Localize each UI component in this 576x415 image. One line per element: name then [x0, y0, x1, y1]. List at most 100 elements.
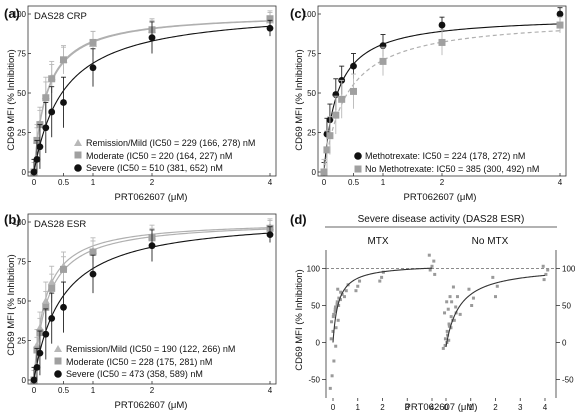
panel-d-sub1-point-5	[445, 329, 449, 333]
panel-a-series-2-point-2	[36, 143, 44, 151]
panel-d-sub0-point-14	[333, 307, 337, 311]
panel-letter-d: (d)	[290, 212, 307, 227]
panel-d-sub1-point-10	[449, 315, 453, 319]
panel-b-series-2-point-0	[30, 376, 38, 384]
panel-d-sub1-fit-line	[445, 274, 546, 348]
panel-b-legend: Remission/Mild (IC50 = 190 (122, 266) nM…	[54, 344, 235, 379]
panel-d-sub0-point-31	[433, 272, 437, 276]
panel-b-series-2-point-6	[89, 270, 97, 278]
panel-c-chart: PRT062607 (μM) CD69 MFI (% Inhibition) 0…	[294, 5, 567, 203]
panel-d-sub0-point-29	[380, 275, 384, 279]
panel-d-sub1-point-7	[443, 311, 447, 315]
panel-a-series-2-fit-line	[33, 25, 271, 173]
panel-b-series-1-point-3	[42, 303, 50, 311]
panel-a-plot-area: 0 25 50 75 100 0 0.5 1 2 4	[13, 10, 274, 187]
panel-c-y-tick-label-0: 0	[312, 168, 317, 177]
panel-c-y-label: CD69 MFI (% Inhibition)	[294, 49, 305, 150]
panel-d-sub0-point-5	[331, 329, 335, 333]
panel-b-legend-label-1: Remission/Mild (IC50 = 190 (122, 266) nM	[66, 344, 235, 354]
panel-b-y-tick-label-4: 100	[13, 218, 27, 227]
panel-a-x-tick-label-4: 4	[268, 178, 273, 187]
panel-d-sub0-point-23	[344, 289, 348, 293]
panel-a-x-tick-label-3: 2	[150, 178, 155, 187]
panel-a-legend-item-1: Remission/Mild (IC50 = 229 (166, 278) nM	[74, 138, 255, 148]
panel-c-series-0-fit-line	[323, 23, 561, 173]
panel-b-y-tick-label-2: 50	[17, 297, 26, 306]
panel-b-series-1-point-4	[48, 284, 56, 292]
panel-d-sub1-point-25	[467, 287, 471, 291]
panel-c-plot-area: 0 25 50 75 100 0 0.5 1 2 4	[303, 7, 564, 187]
panel-d-sub0-point-26	[356, 284, 360, 288]
panel-d-sub-label-no-mtx: No MTX	[472, 236, 509, 247]
panel-c-y-tick-label-1: 25	[307, 129, 316, 138]
panel-a-legend-marker-1	[74, 139, 82, 146]
panel-d-sub0-fit-line	[332, 267, 433, 343]
panel-d-sub1-point-29	[542, 278, 546, 282]
panel-c-x-tick-label-3: 2	[440, 178, 445, 187]
panel-d-x-label: PRT062607 (μM)	[405, 402, 478, 413]
panel-b-legend-marker-1	[54, 345, 62, 352]
panel-d-sub1-point-12	[449, 326, 453, 330]
panel-d-sub0-point-12	[333, 305, 337, 309]
panel-a-y-tick-label-1: 25	[17, 129, 26, 138]
panel-b-legend-item-3: Severe (IC50 = 473 (358, 589) nM	[54, 369, 203, 379]
panel-b-legend-label-2: Moderate (IC50 = 228 (175, 281) nM	[66, 357, 212, 367]
panel-d-sub0-point-13	[335, 300, 339, 304]
panel-d-sub0-point-10	[336, 318, 340, 322]
panel-b-series-2-point-8	[266, 231, 274, 239]
panel-d-sub1-point-21	[454, 305, 458, 309]
panel-c-series-1-point-3	[332, 111, 340, 119]
panel-d-sub0-point-19	[338, 298, 342, 302]
panel-d-sub-label-mtx: MTX	[367, 236, 388, 247]
panel-b-x-tick-label-4: 4	[268, 386, 273, 395]
panel-a-legend-item-3: Severe (IC50 = 510 (381, 652) nM	[74, 163, 223, 173]
panel-d-sub1-point-26	[494, 295, 497, 299]
panel-c-series-0-point-8	[556, 10, 564, 18]
panel-b-y-tick-label-1: 25	[17, 337, 26, 346]
panel-a-series-2-point-4	[48, 108, 56, 116]
panel-a-series-1-point-5	[60, 56, 67, 64]
panel-d-sub0-x-tick-label-0: 0	[331, 403, 336, 412]
panel-b-x-tick-label-0: 0	[32, 386, 37, 395]
panel-d-y-tick-label-left-1: 0	[316, 339, 321, 348]
panel-b-x-tick-label-1: 0.5	[58, 386, 70, 395]
panel-d-sub1-point-4	[443, 337, 447, 341]
panel-d-sub0-point-27	[358, 279, 362, 283]
panel-a-legend-marker-2	[74, 151, 82, 159]
panel-d-sub0-point-22	[342, 295, 346, 299]
panel-d-y-tick-label-right-3: 100	[562, 265, 576, 274]
panel-c-series-1-point-5	[350, 87, 357, 95]
panel-d-sub0-point-35	[427, 253, 431, 257]
panel-d-sub0-point-33	[430, 264, 434, 268]
panel-b-series-2-point-4	[48, 314, 56, 322]
panel-d-sub1-point-32	[541, 264, 545, 268]
panel-c-legend: Methotrexate: IC50 = 224 (178, 272) nM N…	[354, 151, 539, 174]
panel-d-sub0-point-21	[336, 287, 340, 291]
panel-d-sub1-point-31	[546, 268, 550, 272]
panel-d-sub0-point-11	[332, 312, 336, 316]
panel-b-series-1-point-6	[89, 248, 97, 256]
panel-d-y-label: CD69 MFI (% Inhibition)	[294, 269, 305, 370]
panel-c-legend-marker-1	[354, 152, 362, 160]
panel-a-x-tick-label-2: 1	[91, 178, 96, 187]
panel-b-series-2-point-3	[42, 330, 50, 338]
panel-b-chart: DAS28 ESR PRT062607 (μM) CD69 MFI (% Inh…	[6, 213, 277, 411]
panel-d-sub1-x-tick-label-1: 1	[469, 403, 474, 412]
panel-d-sub0-x-tick-label-4: 4	[430, 403, 435, 412]
panel-d-sub1-point-6	[447, 322, 451, 326]
panel-b-series-2-fit-line	[33, 232, 271, 381]
panel-d-sub1-point-11	[445, 300, 449, 304]
panel-b-x-label: PRT062607 (μM)	[115, 400, 188, 411]
panel-d-sub0-point-28	[378, 279, 382, 283]
panel-d-sub1-point-20	[458, 312, 462, 316]
panel-a-y-tick-label-4: 100	[13, 10, 27, 19]
panel-a-series-2-point-8	[266, 24, 274, 32]
panel-d-sub0-point-2	[332, 359, 336, 363]
panel-a-x-tick-label-1: 0.5	[58, 178, 70, 187]
panel-c-series-1-point-0	[320, 168, 328, 176]
panel-d-sub0-point-18	[337, 304, 341, 307]
panel-c-series-1-point-8	[556, 21, 564, 29]
panel-b-x-tick-label-3: 2	[150, 386, 155, 395]
